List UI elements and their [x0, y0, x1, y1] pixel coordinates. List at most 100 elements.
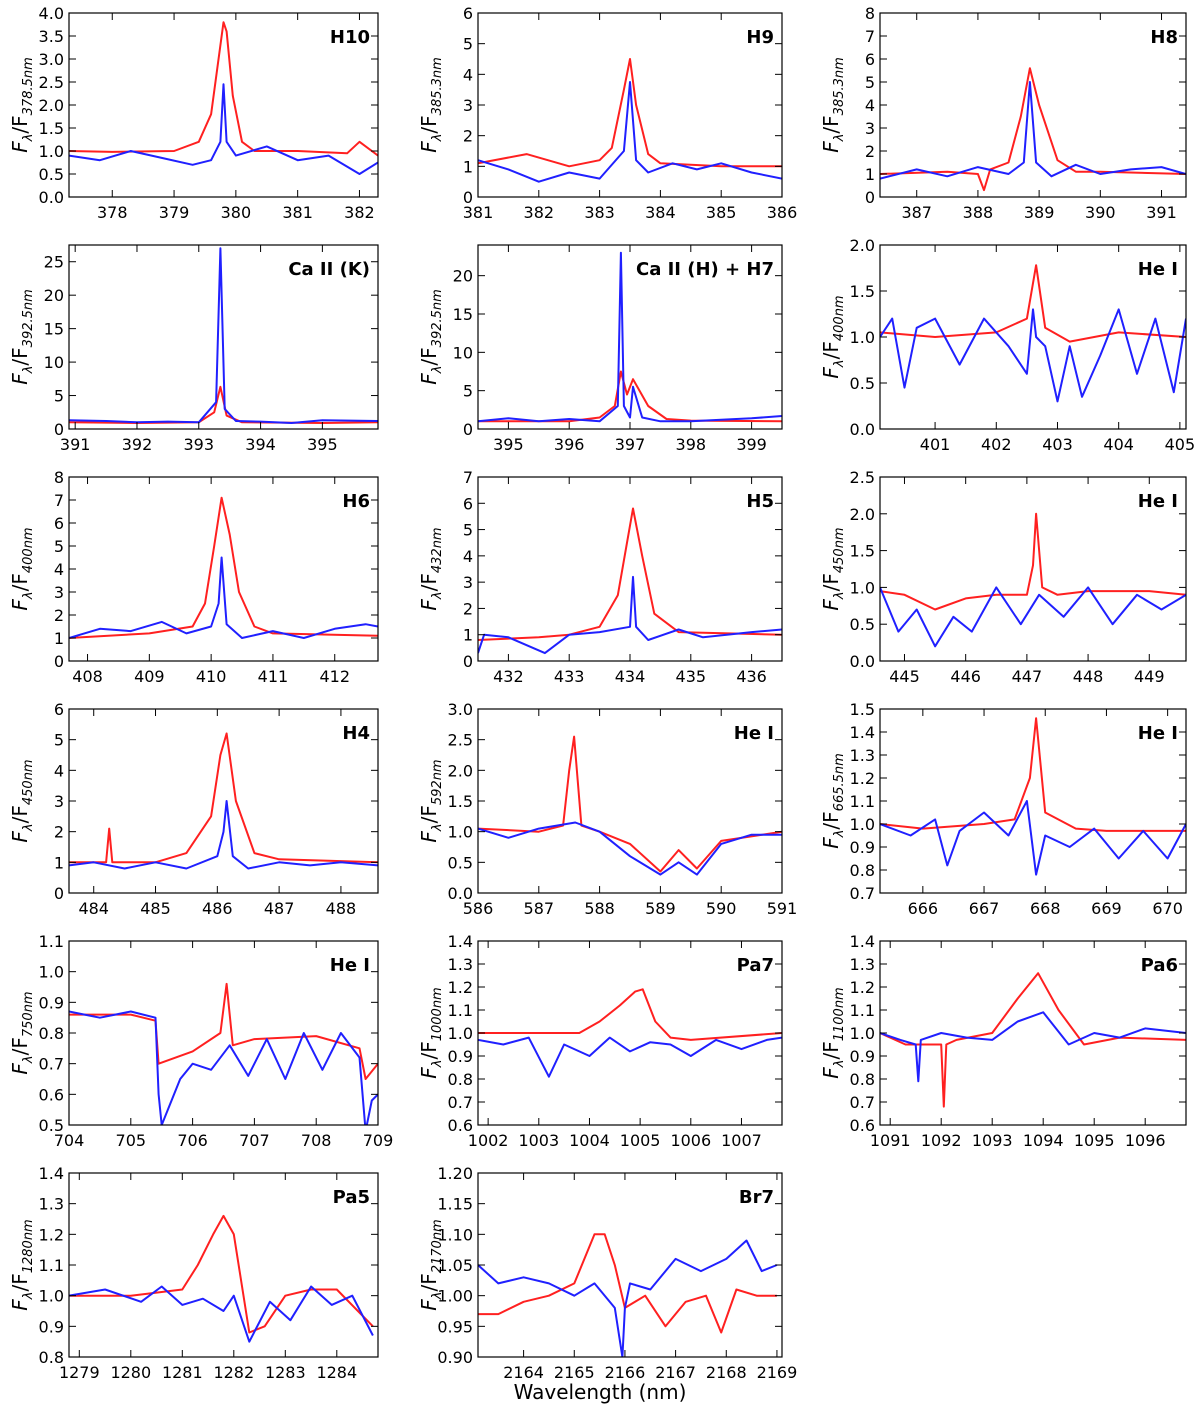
y-axis-label: Fλ/F385.3nm	[819, 57, 847, 153]
y-label-lambda: λ	[832, 359, 847, 368]
x-tick-label: 382	[344, 203, 375, 222]
y-label-lambda: λ	[430, 591, 445, 600]
x-tick-label: 448	[1073, 667, 1104, 686]
y-tick-label: 3	[54, 583, 64, 602]
panel-title: He I	[734, 723, 774, 744]
y-tick-label: 0.8	[39, 1348, 64, 1367]
x-tick-label: 395	[307, 435, 338, 454]
y-tick-label: 1.3	[850, 746, 875, 765]
y-tick-label: 2.5	[39, 73, 64, 92]
y-label-f: F	[8, 141, 32, 153]
y-tick-label: 0	[54, 884, 64, 903]
y-tick-label: 2	[463, 599, 473, 618]
x-tick-label: 410	[196, 667, 227, 686]
y-label-f: F	[819, 141, 843, 153]
x-tick-label: 405	[1165, 435, 1196, 454]
y-tick-label: 0.0	[39, 188, 64, 207]
y-label-f: F	[8, 1063, 32, 1075]
y-axis-label: Fλ/F392.5nm	[417, 289, 445, 385]
y-tick-label: 0.7	[850, 884, 875, 903]
y-tick-label: 3	[463, 96, 473, 115]
y-tick-label: 5	[463, 382, 473, 401]
panel-title: H10	[330, 27, 370, 48]
y-tick-label: 15	[453, 305, 473, 324]
y-tick-label: 0.5	[39, 165, 64, 184]
x-tick-label: 380	[221, 203, 252, 222]
x-tick-label: 411	[258, 667, 289, 686]
x-tick-label: 379	[159, 203, 190, 222]
panel-title: Ca II (K)	[288, 259, 370, 280]
y-tick-label: 0.6	[850, 1116, 875, 1135]
y-label-lambda: λ	[430, 366, 445, 375]
y-label-slash: /F	[417, 573, 441, 591]
y-label-f: F	[417, 599, 441, 611]
y-label-lambda: λ	[21, 366, 36, 375]
y-axis-label: Fλ/F400nm	[819, 295, 847, 378]
x-tick-label: 1091	[870, 1131, 911, 1150]
y-tick-label: 0.9	[448, 1047, 473, 1066]
y-tick-label: 0.6	[39, 1085, 64, 1104]
x-tick-label: 404	[1103, 435, 1134, 454]
y-tick-label: 6	[54, 700, 64, 719]
x-tick-label: 1006	[670, 1131, 711, 1150]
panel-title: H6	[342, 491, 370, 512]
y-tick-label: 2.0	[850, 236, 875, 255]
y-tick-label: 0.5	[39, 1116, 64, 1135]
series-line-blue	[69, 556, 378, 639]
x-tick-label: 447	[1012, 667, 1043, 686]
chart-panel-1: 378 379 380 381 382 0.0 0.5 1.0 1.5 2.0 2.5 3.0 3.5 4…	[8, 4, 379, 222]
y-tick-label: 1.2	[39, 1225, 64, 1244]
y-tick-label: 1.0	[850, 815, 875, 834]
y-tick-label: 0	[54, 652, 64, 671]
y-tick-label: 0.9	[39, 993, 64, 1012]
y-tick-label: 1.0	[850, 1024, 875, 1043]
y-axis-label: Fλ/F1100nm	[819, 987, 847, 1078]
y-label-slash: /F	[417, 1273, 441, 1291]
x-axis-label: Wavelength (nm)	[513, 1380, 687, 1404]
y-axis-label: Fλ/F592nm	[417, 759, 445, 842]
y-tick-label: 0.90	[437, 1348, 473, 1367]
x-tick-label: 2168	[706, 1363, 747, 1382]
y-label-sub: 450nm	[832, 527, 847, 573]
y-tick-label: 5	[54, 537, 64, 556]
x-tick-label: 590	[706, 899, 737, 918]
y-tick-label: 4	[54, 560, 64, 579]
y-tick-label: 1.1	[850, 792, 875, 811]
y-tick-label: 4	[54, 761, 64, 780]
y-tick-label: 0.7	[850, 1093, 875, 1112]
y-tick-label: 1.20	[437, 1164, 473, 1183]
y-label-lambda: λ	[832, 830, 847, 839]
x-tick-label: 704	[54, 1131, 85, 1150]
x-tick-label: 378	[97, 203, 128, 222]
y-label-lambda: λ	[832, 1060, 847, 1069]
y-label-lambda: λ	[430, 134, 445, 143]
x-tick-label: 586	[463, 899, 494, 918]
y-tick-label: 2.0	[448, 761, 473, 780]
chart-panel-4: 391 392 393 394 395 0 5 10 15 20 25 Fλ/F392.5nm Ca I…	[8, 244, 379, 454]
x-tick-label: 397	[615, 435, 646, 454]
series-line-blue	[880, 800, 1186, 876]
y-tick-label: 1	[54, 853, 64, 872]
y-label-lambda: λ	[832, 134, 847, 143]
y-axis-label: Fλ/F400nm	[8, 527, 36, 610]
series-line-red	[69, 1214, 374, 1334]
panel-title: Ca II (H) + H7	[636, 259, 774, 280]
x-tick-label: 383	[584, 203, 615, 222]
y-tick-label: 2.0	[850, 505, 875, 524]
y-tick-label: 1.0	[448, 1024, 473, 1043]
y-tick-label: 6	[463, 4, 473, 23]
y-tick-label: 4	[463, 65, 473, 84]
x-tick-label: 709	[363, 1131, 394, 1150]
y-tick-label: 20	[453, 267, 473, 286]
x-tick-label: 484	[78, 899, 109, 918]
x-tick-label: 409	[134, 667, 165, 686]
chart-panel-16: 1279 1280 1281 1282 1283 12840.80.91.01.11.21…	[8, 1164, 379, 1382]
y-tick-label: 0.7	[448, 1093, 473, 1112]
y-label-slash: /F	[417, 1041, 441, 1059]
y-axis-label: Fλ/F2170nm	[417, 1219, 445, 1310]
y-tick-label: 0.5	[850, 374, 875, 393]
y-label-lambda: λ	[430, 1292, 445, 1301]
series-line-red	[880, 67, 1186, 192]
x-tick-label: 1092	[921, 1131, 962, 1150]
x-tick-label: 667	[969, 899, 1000, 918]
